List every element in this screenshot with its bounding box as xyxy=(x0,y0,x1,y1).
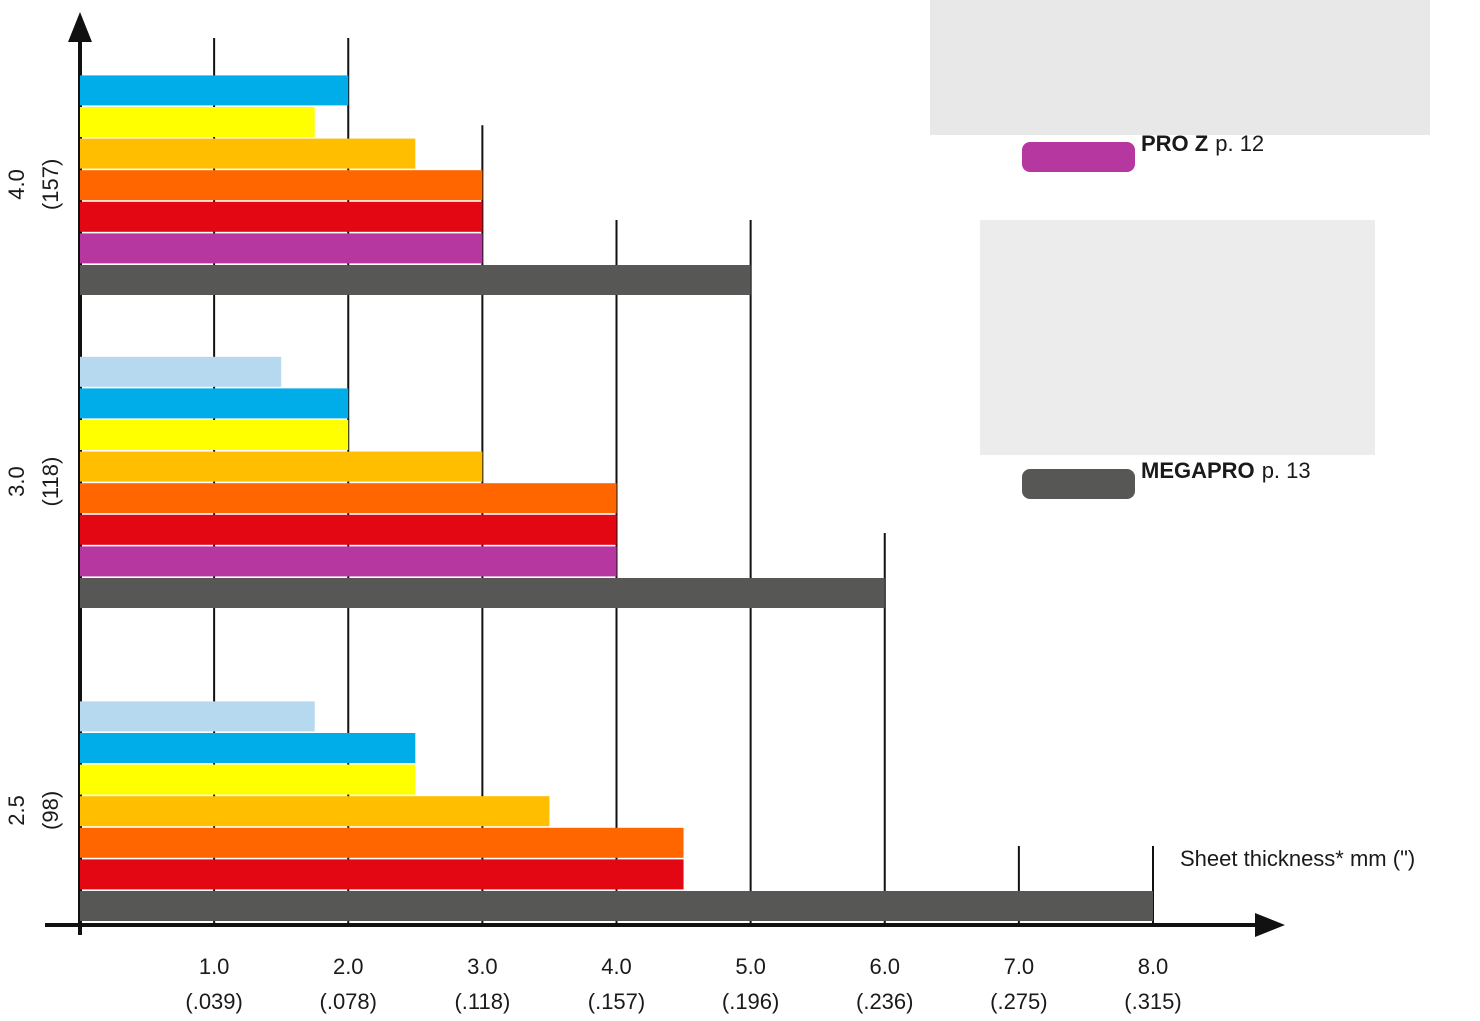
legend-name: MEGAPRO xyxy=(1141,458,1255,483)
product-photo xyxy=(980,220,1375,455)
bar xyxy=(80,546,617,577)
y-axis-arrow xyxy=(68,12,92,42)
legend-label: MEGAPRO p. 13 xyxy=(1141,458,1311,483)
bar xyxy=(80,201,483,232)
category-sublabel: (98) xyxy=(38,791,63,830)
bar xyxy=(80,483,617,514)
x-tick-sublabel: (.118) xyxy=(454,989,510,1014)
x-axis-arrow xyxy=(1255,913,1285,937)
bar xyxy=(80,701,315,732)
bar xyxy=(80,107,315,137)
category-label: 2.5 xyxy=(4,795,29,826)
x-tick-label: 7.0 xyxy=(1004,954,1035,979)
category-label: 3.0 xyxy=(4,466,29,497)
bar xyxy=(80,388,349,419)
category-sublabel: (157) xyxy=(38,159,63,210)
x-tick-label: 6.0 xyxy=(869,954,900,979)
bar xyxy=(80,796,550,827)
x-tick-label: 3.0 xyxy=(467,954,498,979)
x-tick-label: 4.0 xyxy=(601,954,632,979)
x-tick-label: 2.0 xyxy=(333,954,364,979)
bar xyxy=(80,420,349,450)
bar xyxy=(80,265,751,295)
x-tick-sublabel: (.196) xyxy=(722,989,779,1014)
product-photo xyxy=(930,0,1430,135)
x-tick-label: 5.0 xyxy=(735,954,766,979)
bar xyxy=(80,138,416,169)
bar xyxy=(80,75,349,106)
x-tick-label: 1.0 xyxy=(199,954,230,979)
bar xyxy=(80,170,483,201)
x-tick-label: 8.0 xyxy=(1138,954,1169,979)
bar xyxy=(80,356,282,387)
x-tick-sublabel: (.315) xyxy=(1124,989,1181,1014)
x-tick-sublabel: (.236) xyxy=(856,989,913,1014)
bar xyxy=(80,451,483,482)
category-sublabel: (118) xyxy=(38,457,63,507)
bar xyxy=(80,827,684,858)
legend-name: PRO Z xyxy=(1141,131,1208,156)
x-tick-sublabel: (.078) xyxy=(320,989,377,1014)
legend-page: p. 12 xyxy=(1215,131,1264,156)
x-axis-label: Sheet thickness* mm (") xyxy=(1180,846,1415,871)
legend-swatch xyxy=(1022,469,1135,499)
x-tick-sublabel: (.157) xyxy=(588,989,645,1014)
bar xyxy=(80,578,885,608)
x-tick-sublabel: (.039) xyxy=(185,989,242,1014)
legend-swatch xyxy=(1022,142,1135,172)
category-label: 4.0 xyxy=(4,169,29,200)
bar xyxy=(80,514,617,545)
x-tick-sublabel: (.275) xyxy=(990,989,1047,1014)
bar xyxy=(80,764,416,795)
bar xyxy=(80,733,416,763)
bar xyxy=(80,891,1153,921)
bar xyxy=(80,233,483,264)
bar xyxy=(80,859,684,890)
legend-label: PRO Z p. 12 xyxy=(1141,131,1264,156)
legend-page: p. 13 xyxy=(1262,458,1311,483)
